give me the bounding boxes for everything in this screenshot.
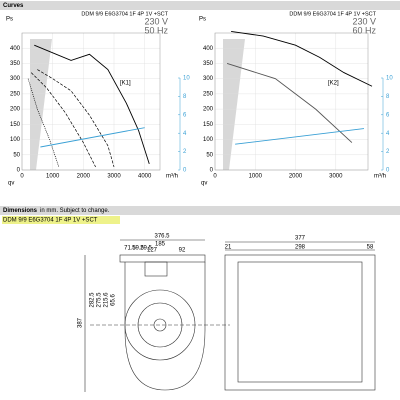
curve <box>235 128 365 145</box>
plot-frame <box>214 32 369 171</box>
x-tick-label: 0 <box>20 174 24 180</box>
y-tick-label: 350 <box>203 61 214 67</box>
curve <box>40 127 145 148</box>
shaded-zone <box>223 39 245 170</box>
shaded-zone <box>30 39 52 170</box>
dimension-label: 29.5 <box>140 246 152 252</box>
y2-tick-label: 2 <box>183 149 187 155</box>
y-tick-label: 100 <box>10 137 21 143</box>
model-name: DDM 9/9 E6G3704 1F 4P 1V +SCT <box>3 218 98 224</box>
curve <box>231 31 373 87</box>
dimension-label: 387 <box>78 317 84 328</box>
housing <box>124 262 206 391</box>
y-tick-label: 400 <box>10 46 21 52</box>
y-tick-label: 50 <box>206 152 213 158</box>
x-unit: m³/h <box>166 174 178 180</box>
dimension-label: 376.5 <box>154 234 170 240</box>
frequency: 50 Hz <box>144 25 168 35</box>
y2-tick-label: 10 <box>386 76 393 82</box>
y-tick-label: 150 <box>10 122 21 128</box>
y-tick-label: 250 <box>203 91 214 97</box>
voltage: 230 V <box>352 16 376 26</box>
y-tick-label: 350 <box>10 61 21 67</box>
y-tick-label: 300 <box>10 76 21 82</box>
y-label: Ps <box>6 17 13 23</box>
x-tick-label: 2000 <box>289 174 303 180</box>
y2-tick-label: 6 <box>386 112 390 118</box>
curve-label: [K1] <box>120 81 131 87</box>
side-outline <box>224 254 376 391</box>
chart-title: DDM 9/9 E6G3704 1F 4P 1V +SCT <box>289 11 376 17</box>
x-tick-label: 1000 <box>46 174 60 180</box>
x-tick-label: 1000 <box>249 174 263 180</box>
y2-tick-label: 4 <box>386 131 390 137</box>
dimension-label: 21 <box>225 245 232 251</box>
curve <box>34 44 150 165</box>
dimension-label: 298 <box>295 245 306 251</box>
y2-tick-label: 8 <box>183 94 187 100</box>
dimension-label: 215.6 <box>104 292 110 308</box>
y-tick-label: 300 <box>203 76 214 82</box>
side-drawing <box>224 241 376 391</box>
y-tick-label: 0 <box>210 168 214 174</box>
dimension-label: 92 <box>179 248 186 254</box>
x-tick-label: 0 <box>213 174 217 180</box>
y-tick-label: 50 <box>13 152 20 158</box>
dimension-label: 59.5 <box>132 246 144 252</box>
y2-tick-label: 0 <box>386 168 390 174</box>
dimension-label: 377 <box>295 236 306 242</box>
y-label: Ps <box>199 17 206 23</box>
dimension-label: 282.5 <box>90 292 96 308</box>
y-tick-label: 200 <box>203 107 214 113</box>
dimension-label: 71.5 <box>124 246 136 252</box>
y-tick-label: 250 <box>10 91 21 97</box>
dimension-label: 65.6 <box>111 294 117 306</box>
voltage: 230 V <box>144 16 168 26</box>
highlight <box>2 216 120 224</box>
x-label: qv <box>201 181 207 187</box>
y-tick-label: 100 <box>203 137 214 143</box>
y2-tick-label: 4 <box>183 131 187 137</box>
box <box>144 261 168 277</box>
section-title: Curves <box>3 3 24 9</box>
section-title: Dimensions <box>3 208 38 214</box>
y2-tick-label: 6 <box>183 112 187 118</box>
y2-tick-label: 8 <box>386 94 390 100</box>
x-tick-label: 3000 <box>329 174 343 180</box>
y-tick-label: 150 <box>203 122 214 128</box>
y-tick-label: 200 <box>10 107 21 113</box>
side-inner <box>237 261 363 383</box>
section-bar <box>0 206 400 215</box>
x-tick-label: 4000 <box>138 174 152 180</box>
x-tick-label: 3000 <box>107 174 121 180</box>
x-unit: m³/h <box>374 174 386 180</box>
y2-tick-label: 2 <box>386 149 390 155</box>
flange <box>119 254 206 263</box>
curve <box>30 72 96 168</box>
curve <box>37 69 115 168</box>
plot-frame <box>21 32 161 171</box>
dimension-label: 185 <box>155 242 166 248</box>
chart-title: DDM 9/9 E6G3704 1F 4P 1V +SCT <box>81 11 168 17</box>
dimension-label: 58 <box>367 245 374 251</box>
y-tick-label: 400 <box>203 46 214 52</box>
section-bar <box>0 1 400 10</box>
y-tick-label: 0 <box>17 168 21 174</box>
x-tick-label: 2000 <box>77 174 91 180</box>
x-label: qv <box>8 181 14 187</box>
dimension-label: 127 <box>147 248 158 254</box>
y2-tick-label: 10 <box>183 76 190 82</box>
section-note: in mm. Subject to change. <box>40 208 110 214</box>
frequency: 60 Hz <box>352 25 376 35</box>
curve-label: [K2] <box>328 81 339 87</box>
y2-tick-label: 0 <box>183 168 187 174</box>
front-drawing <box>84 239 230 392</box>
curve <box>27 78 60 168</box>
dimension-label: 275.5 <box>97 292 103 308</box>
curve <box>226 63 353 143</box>
